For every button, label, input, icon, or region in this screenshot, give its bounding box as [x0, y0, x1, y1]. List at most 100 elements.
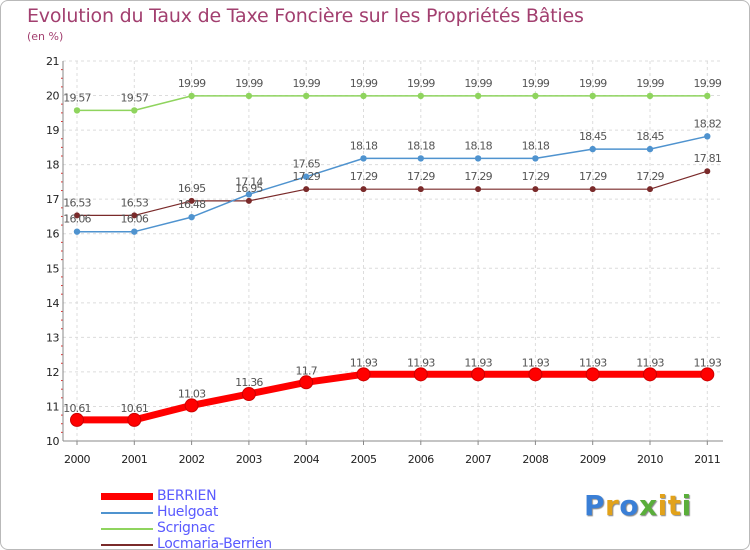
y-tick-label-15: 15	[46, 262, 59, 275]
point-berrien-2000	[70, 412, 84, 427]
point-locmaria-berrien-2004	[303, 186, 310, 193]
data-label-berrien-2006: 11.93	[407, 356, 435, 369]
data-label-berrien-2010: 11.93	[636, 356, 664, 369]
data-label-huelgoat-2011: 18.82	[694, 117, 722, 130]
series-line-locmaria-berrien	[76, 170, 708, 216]
data-label-scrignac-2005: 19.99	[350, 77, 378, 90]
point-scrignac-2003	[245, 92, 253, 100]
logo-letter: x	[639, 489, 658, 522]
y-tick-label-17: 17	[46, 193, 59, 206]
x-tick-label-2004: 2004	[293, 453, 319, 466]
axis-layer: 10 11 12 13 14 15 16 17 18 19 20 21 2000 2001 2002 2003…	[46, 55, 723, 466]
point-berrien-2004	[299, 375, 314, 390]
point-scrignac-2011	[704, 92, 711, 100]
data-label-locmaria-berrien-2010: 17.29	[636, 170, 664, 183]
data-label-locmaria-berrien-2011: 17.81	[694, 152, 722, 165]
data-label-huelgoat-2003: 17.14	[235, 175, 263, 188]
point-berrien-2009	[585, 367, 600, 382]
point-locmaria-berrien-2000	[74, 212, 80, 219]
legend-label-locmaria-berrien: Locmaria-Berrien	[157, 536, 272, 550]
series-line-huelgoat	[76, 135, 709, 233]
x-tick-label-2000: 2000	[64, 453, 90, 466]
y-tick-label-16: 16	[46, 228, 59, 241]
legend-label-berrien: BERRIEN	[157, 488, 217, 504]
point-locmaria-berrien-2001	[131, 212, 138, 219]
proxiti-logo: Proxiti	[584, 489, 692, 522]
point-berrien-2005	[356, 367, 371, 382]
point-scrignac-2008	[532, 92, 539, 100]
x-tick-label-2007: 2007	[465, 453, 491, 466]
y-tick-label-11: 11	[46, 400, 59, 413]
data-label-scrignac-2008: 19.99	[522, 77, 550, 90]
data-label-berrien-2009: 11.93	[579, 356, 607, 369]
data-label-berrien-2004: 11.7	[296, 364, 318, 377]
point-huelgoat-2000	[73, 228, 81, 235]
data-label-huelgoat-2000: 16.06	[63, 213, 91, 226]
series-layer	[70, 92, 715, 427]
data-label-berrien-2008: 11.93	[522, 356, 550, 369]
x-tick-label-2005: 2005	[351, 453, 377, 466]
point-scrignac-2004	[303, 92, 310, 100]
point-locmaria-berrien-2011	[704, 168, 711, 175]
logo-letter: o	[619, 489, 640, 522]
data-label-berrien-2001: 10.61	[121, 402, 149, 415]
data-label-scrignac-2009: 19.99	[579, 77, 607, 90]
chart-title: Evolution du Taux de Taxe Foncière sur l…	[27, 5, 584, 27]
logo-letter: i	[681, 489, 692, 522]
data-label-scrignac-2003: 19.99	[235, 77, 263, 90]
data-label-locmaria-berrien-2001: 16.53	[121, 196, 149, 209]
logo-letter: r	[605, 489, 620, 522]
point-berrien-2002	[184, 398, 199, 413]
data-label-locmaria-berrien-2004: 17.29	[292, 170, 320, 183]
data-label-scrignac-2000: 19.57	[63, 91, 91, 104]
point-locmaria-berrien-2007	[475, 186, 482, 193]
data-label-huelgoat-2006: 18.18	[407, 139, 435, 152]
data-label-locmaria-berrien-2008: 17.29	[522, 170, 550, 183]
y-tick-label-12: 12	[46, 366, 59, 379]
point-scrignac-2010	[646, 92, 654, 100]
logo-letter: t	[667, 489, 682, 522]
data-label-huelgoat-2007: 18.18	[464, 139, 492, 152]
data-label-huelgoat-2010: 18.45	[636, 130, 664, 143]
data-label-locmaria-berrien-2007: 17.29	[464, 170, 492, 183]
data-label-locmaria-berrien-2000: 16.53	[63, 196, 91, 209]
data-label-huelgoat-2005: 18.18	[350, 139, 378, 152]
data-label-locmaria-berrien-2002: 16.95	[178, 182, 206, 195]
point-scrignac-2000	[73, 107, 81, 114]
x-tick-label-2002: 2002	[179, 453, 205, 466]
point-locmaria-berrien-2010	[647, 186, 653, 193]
data-label-layer: 10.61 10.61 11.03 11.36 11.7 11.93 11.93 11.93 1…	[63, 77, 722, 415]
legend-swatch-locmaria-berrien	[101, 544, 153, 546]
point-locmaria-berrien-2002	[188, 197, 195, 204]
y-tick-label-21: 21	[46, 55, 59, 68]
data-label-huelgoat-2002: 16.48	[178, 198, 206, 211]
point-scrignac-2002	[188, 92, 195, 100]
series-line-berrien	[73, 370, 711, 424]
y-tick-label-14: 14	[46, 297, 59, 310]
data-label-scrignac-2011: 19.99	[694, 77, 722, 90]
point-huelgoat-2011	[704, 133, 711, 140]
data-label-berrien-2005: 11.93	[350, 356, 378, 369]
data-label-berrien-2002: 11.03	[178, 387, 206, 400]
point-berrien-2001	[127, 412, 142, 427]
point-berrien-2010	[643, 367, 657, 382]
data-label-locmaria-berrien-2003: 16.95	[235, 182, 263, 195]
legend-label-scrignac: Scrignac	[157, 520, 215, 536]
point-locmaria-berrien-2006	[417, 186, 424, 193]
data-label-huelgoat-2004: 17.65	[292, 158, 320, 171]
point-berrien-2006	[413, 367, 428, 382]
point-huelgoat-2009	[589, 145, 596, 153]
chart-unit-label: (en %)	[27, 30, 64, 43]
point-scrignac-2001	[131, 107, 138, 114]
logo-letter: i	[657, 489, 668, 522]
data-label-huelgoat-2008: 18.18	[522, 139, 550, 152]
legend-swatch-scrignac	[101, 528, 153, 530]
x-tick-label-2003: 2003	[236, 453, 262, 466]
x-tick-label-2001: 2001	[121, 453, 147, 466]
data-label-huelgoat-2001: 16.06	[121, 213, 149, 226]
y-tick-label-10: 10	[46, 435, 59, 448]
data-label-berrien-2000: 10.61	[63, 402, 91, 415]
point-locmaria-berrien-2008	[532, 186, 539, 193]
data-label-locmaria-berrien-2009: 17.29	[579, 170, 607, 183]
